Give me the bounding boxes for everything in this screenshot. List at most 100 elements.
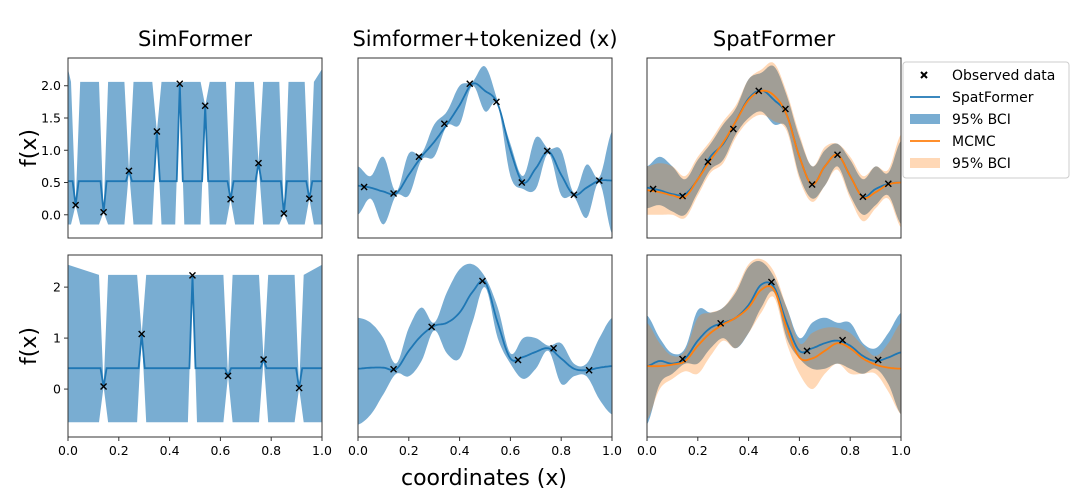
x-tick-label: 0.4 [739,443,759,458]
y-axis-label: f(x) [17,129,42,167]
x-axis-label: coordinates (x) [401,466,567,491]
legend-label: Observed data [952,68,1055,84]
legend-entry-mcmc-bci: 95% BCI [910,156,1011,172]
axes-frame [646,57,902,239]
x-tick-label: 0.0 [58,443,78,458]
legend-patch-swatch [910,114,940,124]
observed-point [201,102,209,110]
observed-point [100,208,108,216]
observed-point [138,330,146,338]
x-tick-label: 1.0 [602,443,622,458]
observed-point [360,183,368,191]
panel-0-1: Simformer+tokenized (x) [352,27,618,239]
spatformer-bci-band [647,261,901,425]
observed-point [834,151,841,159]
observed-point [884,180,892,188]
axes-frame [67,57,323,239]
panel-1-1: 0.0 0.2 0.4 0.6 0.8 1.0 [348,254,622,458]
observed-point [72,201,80,209]
x-tick-label: 1.0 [891,443,911,458]
observed-point [550,344,558,352]
y-tick-label: 1.5 [41,111,61,126]
observed-point [255,159,262,167]
legend-label: MCMC [952,134,996,150]
y-tick-label: 2 [53,280,61,295]
spatformer-mean-line [358,82,612,197]
observed-point [679,355,687,363]
x-tick-label: 1.0 [312,443,332,458]
observed-point [440,120,448,128]
x-tick-label: 0.8 [840,443,860,458]
legend-entry-spatformer: SpatFormer [910,90,1034,106]
observed-point [679,192,687,200]
axes-frame [646,254,902,438]
legend-label: SpatFormer [952,90,1034,106]
panel-1-2: 0.0 0.2 0.4 0.6 0.8 1.0 [637,254,911,458]
observed-point [176,80,184,88]
spatformer-bci-band [647,65,901,225]
x-tick-label: 0.8 [261,443,281,458]
observed-point [767,278,775,286]
observed-point [808,180,816,188]
mean-line [68,275,322,389]
x-tick-label: 0.8 [551,443,571,458]
x-tick-label: 0.0 [637,443,657,458]
observed-point [755,87,763,95]
x-tick-label: 0.2 [399,443,419,458]
legend: Observed data SpatFormer 95% BCI MCMC 95… [902,61,1070,179]
spatformer-mean-line [358,279,612,372]
y-tick-label: 1.0 [41,143,61,158]
x-tick-label: 0.2 [109,443,129,458]
panel-title: SpatFormer [713,27,836,51]
observed-point [415,153,423,161]
mcmc-bci-band [647,62,901,228]
observed-point [649,185,657,193]
observed-point [224,372,232,380]
x-tick-label: 0.2 [688,443,708,458]
x-tick-label: 0.6 [789,443,809,458]
mcmc-mean-line [647,89,901,199]
panel-0-2: SpatFormer [646,27,902,239]
panel-title: Simformer+tokenized (x) [352,27,617,51]
observed-point [704,158,712,166]
observed-point [859,193,867,201]
spatformer-mean-line [647,281,901,367]
observed-point [100,383,108,391]
observed-point [570,191,578,199]
observed-point [543,147,551,155]
y-axis-label: f(x) [17,327,42,365]
observed-point [295,384,303,392]
observed-point [466,80,474,88]
observed-point [729,125,737,133]
axes-frame [67,254,323,438]
observed-point [227,195,235,203]
y-tick-label: 0 [53,382,61,397]
mcmc-mean-line [647,285,901,370]
mean-line [68,83,322,214]
y-tick-label: 0.0 [41,207,61,222]
axes-frame [357,57,613,239]
observed-point [717,319,725,327]
panel-title: SimFormer [138,27,252,51]
x-tick-label: 0.6 [500,443,520,458]
observed-point [492,98,500,106]
x-tick-label: 0.0 [348,443,368,458]
observed-point [803,347,811,355]
legend-frame [902,61,1070,179]
observed-point [478,277,486,285]
legend-entry-mcmc: MCMC [910,134,996,150]
panel-0-0: SimFormer 0.0 0.5 1.0 1.5 2.0 f(x) [17,27,323,239]
axes-frame [357,254,613,438]
observed-point [390,365,398,373]
x-tick-label: 0.4 [450,443,470,458]
bci-band [68,69,322,225]
legend-entry-spatformer-bci: 95% BCI [910,112,1011,128]
observed-point [280,209,288,217]
x-tick-label: 0.6 [210,443,230,458]
observed-point [390,189,398,197]
observed-point [428,323,436,331]
observed-point [305,195,313,203]
observed-point [188,271,196,279]
legend-patch-swatch [910,158,940,168]
spatformer-bci-band [358,66,612,235]
